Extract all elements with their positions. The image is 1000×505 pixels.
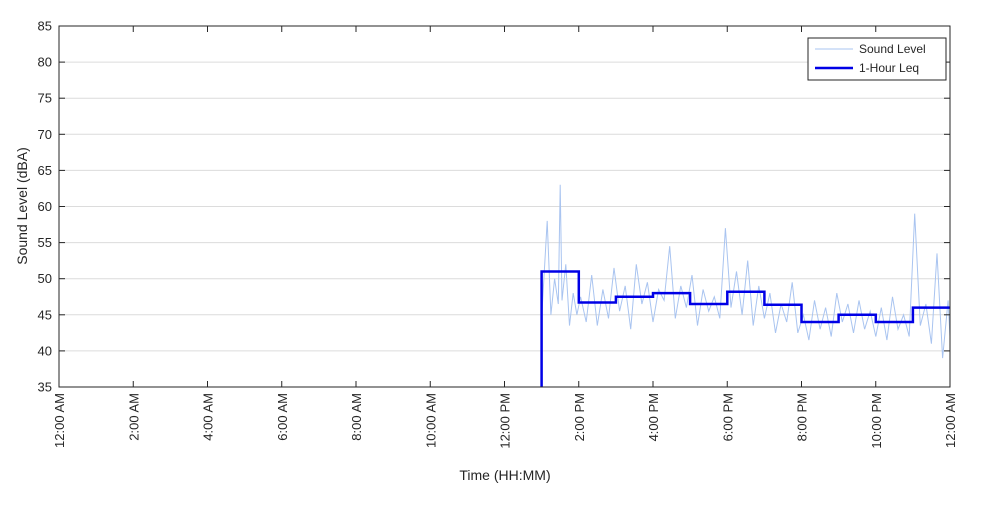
series-line-sound-level — [541, 184, 951, 359]
y-tick-label: 75 — [38, 91, 52, 106]
y-tick-label: 40 — [38, 343, 52, 358]
plot-frame — [58, 25, 951, 388]
x-tick-label: 8:00 PM — [795, 393, 810, 441]
legend-label-1-hour-leq: 1-Hour Leq — [859, 61, 919, 75]
legend: Sound Level 1-Hour Leq — [807, 37, 947, 81]
x-tick-label: 6:00 AM — [275, 393, 290, 441]
y-axis-label: Sound Level (dBA) — [14, 147, 30, 265]
y-tick-label: 80 — [38, 55, 52, 70]
x-tick-label: 12:00 PM — [498, 393, 513, 449]
x-tick-label: 10:00 PM — [869, 393, 884, 449]
x-axis-label: Time (HH:MM) — [459, 467, 550, 483]
x-tick-label: 6:00 PM — [720, 393, 735, 441]
series-layer — [540, 184, 951, 387]
legend-label-sound-level: Sound Level — [859, 42, 926, 56]
legend-box — [807, 37, 947, 81]
x-tick-label: 12:00 AM — [943, 393, 958, 448]
y-tick-label: 45 — [38, 307, 52, 322]
x-tick-label: 10:00 AM — [423, 393, 438, 448]
y-tick-label: 35 — [38, 380, 52, 395]
y-tick-label: 70 — [38, 127, 52, 142]
y-tick-label: 50 — [38, 271, 52, 286]
y-tick-label: 65 — [38, 163, 52, 178]
x-tick-label: 4:00 PM — [646, 393, 661, 441]
x-tick-label: 2:00 PM — [572, 393, 587, 441]
x-tick-label: 2:00 AM — [126, 393, 141, 441]
y-tick-label: 55 — [38, 235, 52, 250]
series-line-1-hour-leq — [540, 270, 950, 387]
y-tick-label: 85 — [38, 19, 52, 34]
y-tick-label: 60 — [38, 199, 52, 214]
axes: 35 40 45 50 55 60 65 70 75 80 85 12:00 AM 2:00 AM 4:0… — [38, 19, 958, 449]
x-tick-label: 8:00 AM — [349, 393, 364, 441]
x-tick-label: 4:00 AM — [201, 393, 216, 441]
x-tick-label: 12:00 AM — [52, 393, 67, 448]
